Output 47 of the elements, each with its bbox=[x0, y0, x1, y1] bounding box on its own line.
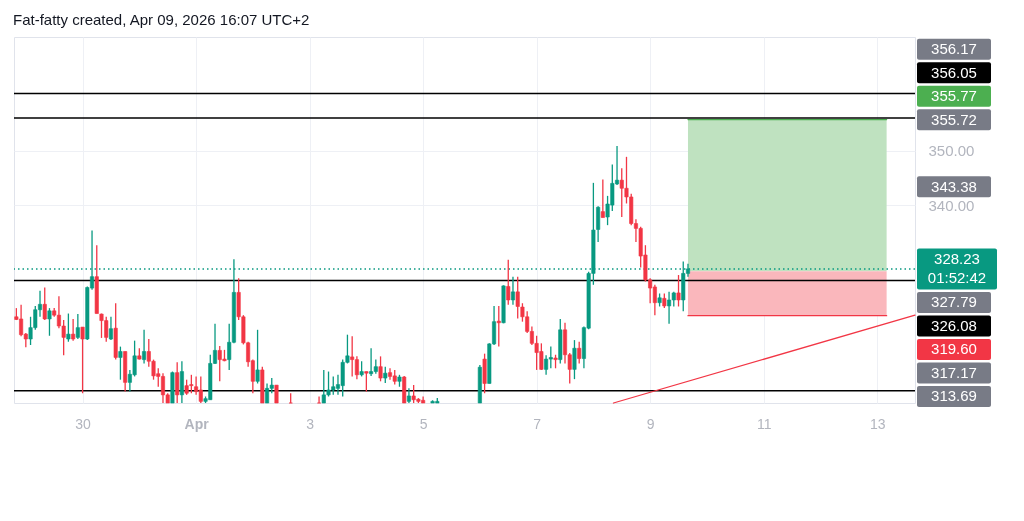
candlestick bbox=[572, 339, 577, 380]
candlestick bbox=[175, 361, 180, 404]
x-tick-label: Apr bbox=[184, 415, 210, 432]
candlestick bbox=[80, 326, 85, 394]
candlestick bbox=[118, 345, 123, 381]
x-tick-label: 3 bbox=[306, 415, 315, 432]
candlestick bbox=[364, 370, 369, 393]
candlestick bbox=[676, 274, 681, 308]
candlestick bbox=[501, 284, 506, 324]
text: 355.72 bbox=[931, 110, 977, 128]
candlestick bbox=[482, 353, 487, 394]
x-tick-label: 5 bbox=[419, 415, 428, 432]
candlestick bbox=[260, 366, 265, 404]
x-tick-label: 30 bbox=[75, 415, 92, 432]
candlestick bbox=[350, 335, 355, 378]
ref-line-label: 356.05 bbox=[931, 63, 977, 81]
candlestick bbox=[42, 286, 47, 321]
candlestick bbox=[47, 307, 52, 337]
candlestick bbox=[558, 318, 563, 365]
candlestick bbox=[198, 375, 203, 404]
x-tick-label: 11 bbox=[756, 415, 772, 432]
candlestick bbox=[496, 305, 501, 348]
y-tick-label: 340.00 bbox=[928, 196, 975, 214]
candlestick bbox=[378, 355, 383, 382]
text: 327.79 bbox=[931, 293, 977, 311]
x-tick-label: 7 bbox=[533, 415, 542, 432]
text: 355.77 bbox=[931, 87, 977, 105]
candlestick bbox=[577, 341, 582, 365]
candlestick bbox=[317, 395, 322, 404]
x-tick-label: 13 bbox=[869, 415, 886, 432]
candlestick bbox=[600, 178, 605, 219]
candlestick bbox=[506, 259, 511, 306]
text: 317.17 bbox=[931, 363, 977, 381]
candlestick bbox=[402, 375, 407, 404]
ref-line-label: 328.23 01:52:42 bbox=[927, 250, 987, 287]
candlestick bbox=[66, 312, 71, 343]
candlestick bbox=[170, 370, 175, 404]
ref-line-label: 326.08 bbox=[931, 316, 977, 334]
y-tick-label: 350.00 bbox=[928, 142, 975, 160]
text: 319.60 bbox=[931, 340, 977, 358]
candlestick bbox=[113, 302, 118, 361]
candlestick bbox=[255, 329, 260, 385]
text: 313.69 bbox=[931, 387, 977, 405]
text: 356.17 bbox=[931, 40, 977, 58]
text: 343.38 bbox=[931, 177, 977, 195]
x-tick-label: 9 bbox=[646, 415, 655, 432]
chart-title: Fat-fatty created, Apr 09, 2026 16:07 UTC+2 bbox=[13, 11, 310, 28]
